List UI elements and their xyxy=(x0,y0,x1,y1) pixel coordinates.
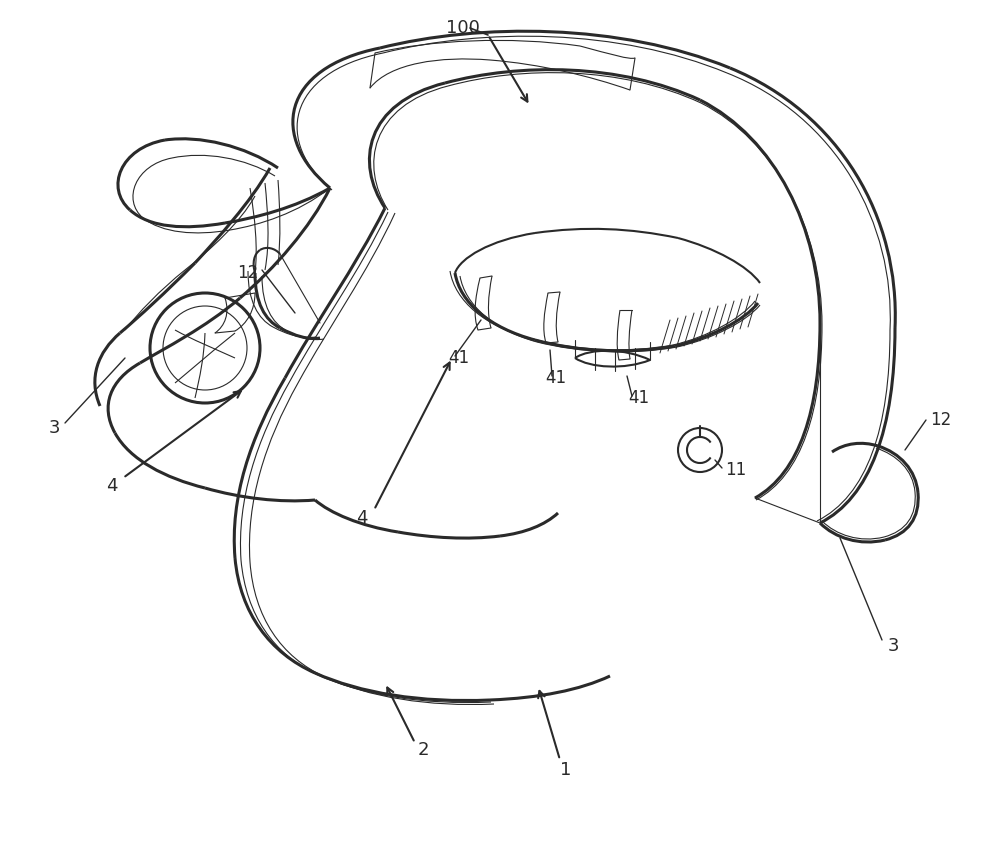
Text: 100: 100 xyxy=(446,19,480,37)
Text: 41: 41 xyxy=(628,389,649,407)
Text: 1: 1 xyxy=(560,761,571,779)
Text: 41: 41 xyxy=(448,349,469,367)
Text: 3: 3 xyxy=(888,637,900,655)
Text: 12: 12 xyxy=(237,264,258,282)
Text: 4: 4 xyxy=(106,477,118,495)
Text: 3: 3 xyxy=(48,419,60,437)
Text: 12: 12 xyxy=(930,411,951,429)
Text: 41: 41 xyxy=(545,369,566,387)
Text: 11: 11 xyxy=(725,461,746,479)
Text: 4: 4 xyxy=(356,509,368,527)
Text: 2: 2 xyxy=(418,741,430,759)
